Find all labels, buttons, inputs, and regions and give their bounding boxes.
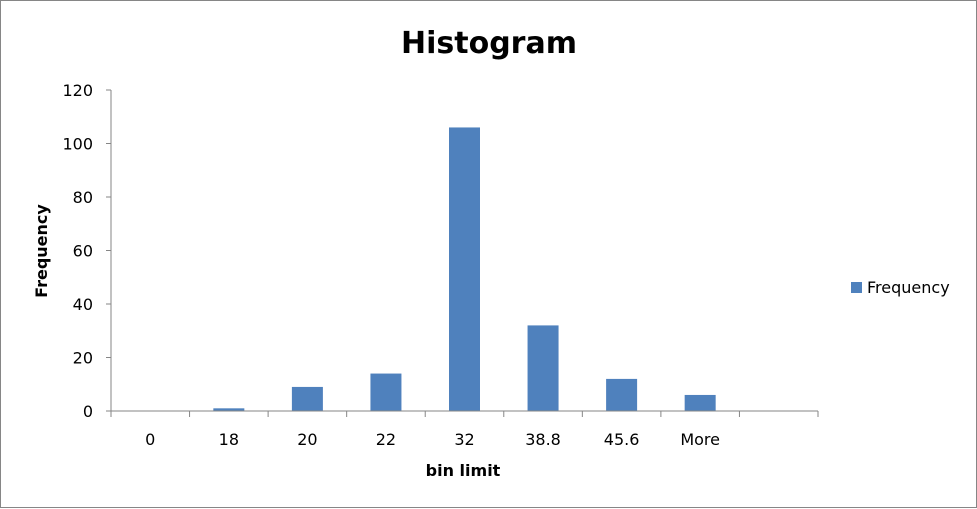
legend-label: Frequency: [867, 278, 950, 297]
chart-title: Histogram: [401, 26, 577, 61]
y-tick-label: 80: [73, 188, 93, 207]
y-axis-ticks: 0 20 40 60 80 100 120: [62, 81, 111, 421]
bar-20: [291, 386, 323, 411]
y-tick-label: 40: [73, 295, 93, 314]
x-tick-label: 45.6: [604, 430, 640, 449]
x-tick-label: More: [680, 430, 720, 449]
y-tick-label: 120: [62, 81, 93, 100]
y-tick-label: 100: [62, 135, 93, 154]
y-tick-label: 0: [83, 402, 93, 421]
bars: [213, 127, 716, 411]
y-tick-label: 60: [73, 242, 93, 261]
x-axis-ticks: 0 18 20 22 32 38.8 45.6 More: [110, 411, 819, 449]
legend-swatch: [851, 282, 862, 293]
bar-45-6: [606, 378, 638, 411]
y-axis-title: Frequency: [32, 204, 51, 298]
x-tick-label: 18: [219, 430, 239, 449]
legend: Frequency: [851, 278, 950, 297]
x-tick-label: 38.8: [525, 430, 561, 449]
bar-18: [213, 408, 245, 411]
x-tick-label: 0: [145, 430, 155, 449]
x-axis-title: bin limit: [426, 461, 501, 480]
x-tick-label: 22: [376, 430, 396, 449]
bar-32: [449, 127, 480, 411]
bar-22: [370, 373, 402, 411]
x-tick-label: 32: [454, 430, 474, 449]
x-tick-label: 20: [297, 430, 317, 449]
bar-more: [684, 394, 716, 411]
y-tick-label: 20: [73, 349, 93, 368]
bar-38-8: [527, 325, 559, 411]
